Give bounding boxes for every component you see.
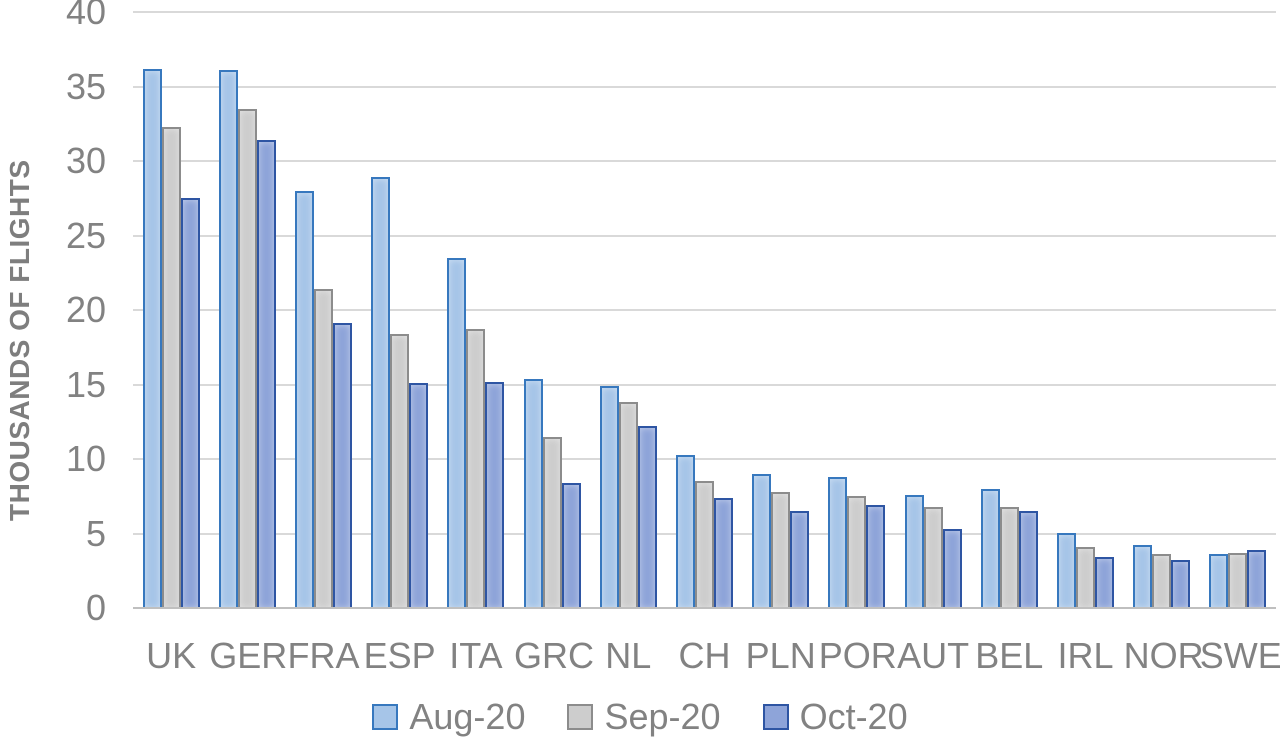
bar-grc-oct-20 [561, 483, 581, 608]
bar-ger-oct-20 [256, 140, 276, 608]
bar-irl-oct-20 [1095, 557, 1114, 608]
bar-nl-oct-20 [637, 426, 657, 608]
y-tick-label-30: 30 [65, 140, 106, 181]
bar-nor-oct-20 [1171, 560, 1191, 608]
bar-aut-oct-20 [942, 529, 962, 608]
legend-item-oct-20: Oct-20 [762, 696, 908, 737]
bar-ger-aug-20 [218, 70, 238, 608]
y-axis-ticks: 40 35 30 25 20 15 10 5 0 [0, 0, 106, 744]
bar-pln-oct-20 [790, 511, 810, 608]
legend: Aug-20 Sep-20 Oct-20 [0, 699, 1280, 735]
y-tick-label-40: 40 [65, 0, 106, 32]
y-tick-label-15: 15 [65, 363, 106, 405]
y-tick-label-35: 35 [65, 65, 106, 107]
legend-label: Aug-20 [409, 696, 526, 737]
legend-item-sep-20: Sep-20 [567, 696, 721, 737]
x-tick-label-irl: IRL [1057, 635, 1114, 676]
bar-por-oct-20 [866, 505, 886, 608]
legend-label: Sep-20 [604, 696, 721, 737]
bar-aut-sep-20 [923, 507, 943, 608]
legend-swatch-icon [567, 704, 594, 730]
bar-swe-oct-20 [1247, 550, 1267, 608]
bar-esp-aug-20 [371, 177, 391, 608]
bar-fra-aug-20 [295, 191, 314, 608]
bar-ch-aug-20 [676, 455, 695, 608]
bar-uk-sep-20 [161, 127, 181, 608]
x-tick-label-fra: FRA [287, 635, 360, 676]
gridline-y-35 [133, 85, 1276, 88]
bar-nor-sep-20 [1152, 554, 1172, 608]
x-axis-line [133, 607, 1276, 609]
bar-pln-sep-20 [771, 492, 791, 608]
y-tick-label-0: 0 [85, 587, 106, 628]
bar-ch-oct-20 [714, 498, 733, 608]
bar-bel-oct-20 [1018, 511, 1038, 608]
bar-ger-sep-20 [237, 109, 257, 608]
x-tick-label-nl: NL [605, 635, 652, 676]
x-tick-label-bel: BEL [975, 635, 1044, 676]
bar-esp-sep-20 [390, 334, 410, 608]
bar-por-aug-20 [828, 477, 848, 608]
bar-ita-aug-20 [447, 258, 467, 608]
bar-bel-aug-20 [980, 489, 1000, 608]
x-tick-label-nor: NOR [1123, 635, 1204, 676]
bar-fra-oct-20 [333, 323, 352, 608]
x-tick-label-aut: AUT [897, 635, 970, 676]
bar-uk-aug-20 [142, 69, 162, 608]
x-tick-label-uk: UK [146, 635, 197, 676]
gridline-y-40 [133, 11, 1276, 13]
gridline-y-15 [133, 383, 1276, 386]
x-axis-labels: UK GER FRA ESP ITA GRC NL CH PLN POR AUT BEL IRL NOR S… [133, 635, 1280, 680]
bar-ita-oct-20 [485, 382, 505, 608]
legend-item-aug-20: Aug-20 [372, 699, 525, 735]
gridline-y-25 [133, 234, 1276, 237]
gridline-y-20 [133, 309, 1276, 311]
bar-grc-aug-20 [523, 379, 543, 608]
bar-bel-sep-20 [999, 507, 1019, 608]
y-tick-label-25: 25 [65, 214, 106, 256]
x-tick-label-grc: GRC [514, 635, 594, 676]
bar-irl-sep-20 [1076, 547, 1095, 608]
bar-fra-sep-20 [314, 289, 333, 608]
y-tick-label-10: 10 [65, 438, 106, 479]
y-tick-label-5: 5 [85, 512, 106, 554]
bar-irl-aug-20 [1057, 533, 1076, 608]
x-tick-label-pln: PLN [745, 635, 816, 676]
bar-swe-aug-20 [1209, 554, 1229, 608]
bar-ch-sep-20 [695, 481, 714, 608]
x-tick-label-swe: SWE [1199, 635, 1280, 676]
x-tick-label-ger: GER [209, 635, 288, 676]
bar-swe-sep-20 [1228, 553, 1248, 608]
bar-pln-aug-20 [752, 474, 772, 608]
x-tick-label-ita: ITA [449, 635, 503, 676]
bar-nl-aug-20 [599, 386, 619, 608]
x-tick-label-ch: CH [678, 635, 731, 676]
bar-grc-sep-20 [542, 437, 562, 608]
legend-swatch-icon [372, 704, 399, 730]
bar-esp-oct-20 [409, 383, 429, 608]
gridline-y-30 [133, 160, 1276, 162]
legend-swatch-icon [762, 704, 789, 730]
plot-area [133, 11, 1276, 609]
bar-uk-oct-20 [180, 198, 200, 608]
gridline-y-10 [133, 458, 1276, 460]
bar-ita-sep-20 [466, 329, 486, 608]
bar-aut-aug-20 [904, 495, 924, 608]
bar-nl-sep-20 [618, 402, 638, 608]
x-tick-label-por: POR [818, 635, 897, 676]
y-tick-label-20: 20 [65, 289, 106, 330]
bar-nor-aug-20 [1133, 545, 1153, 608]
bar-por-sep-20 [847, 496, 867, 608]
legend-label: Oct-20 [799, 696, 908, 737]
x-tick-label-esp: ESP [363, 635, 436, 676]
